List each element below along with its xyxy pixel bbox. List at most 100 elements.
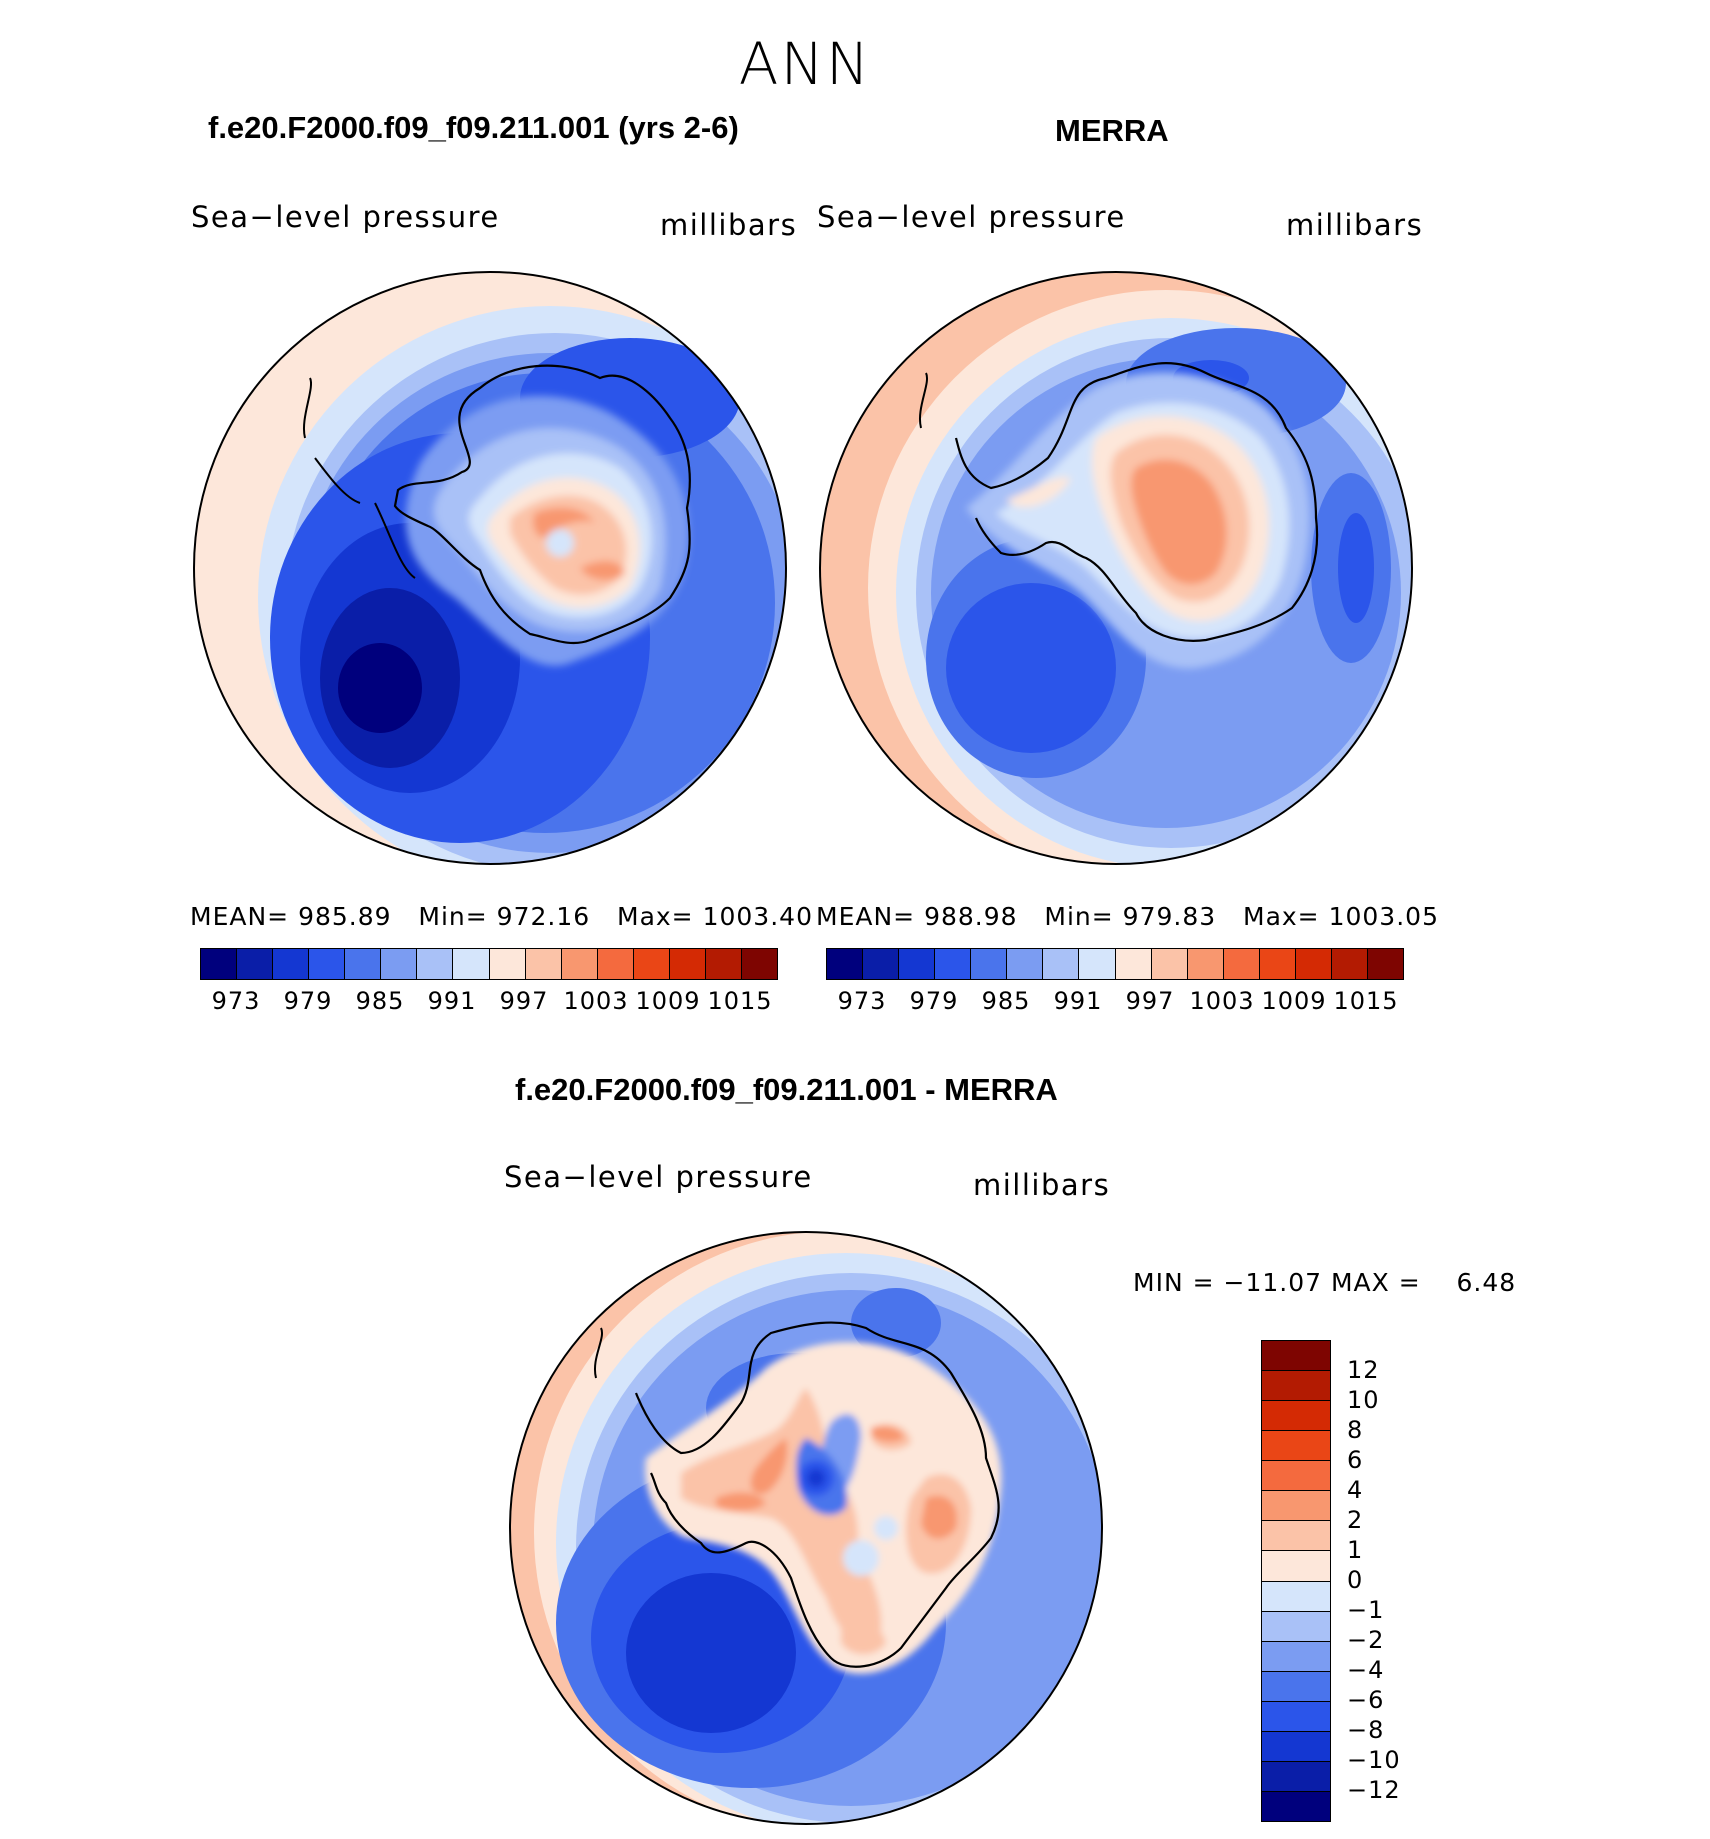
panel-1-max-value: 1003.40	[702, 902, 813, 931]
panel-2-colorbar-segment	[1331, 949, 1368, 979]
panel-1-colorbar-tick-label: 985	[355, 987, 405, 1015]
panel-2-colorbar-tick-label: 1009	[1261, 987, 1327, 1015]
panel-1-colorbar-segment	[453, 949, 490, 979]
panel-3-map-svg	[509, 1231, 1103, 1825]
panel-2-colorbar-segment	[971, 949, 1008, 979]
panel-2-mean-label: MEAN=	[816, 902, 916, 931]
panel-3-min-label: MIN =	[1133, 1268, 1215, 1297]
panel-1-colorbar-tick-label: 1003	[563, 987, 629, 1015]
panel-1-colorbar-segment	[597, 949, 634, 979]
panel-2-stats: MEAN= 988.98 Min= 979.83 Max= 1003.05	[816, 902, 1439, 931]
panel-1-colorbar-segment	[633, 949, 670, 979]
panel-2-max-value: 1003.05	[1328, 902, 1439, 931]
panel-2-polar-map	[816, 268, 1416, 868]
panel-1-map-svg	[193, 271, 787, 865]
panel-1-colorbar-segment	[345, 949, 382, 979]
panel-3-colorbar-tick-label: −10	[1347, 1746, 1401, 1774]
panel-2-colorbar-tick-label: 997	[1125, 987, 1175, 1015]
panel-1-colorbar-segment	[561, 949, 598, 979]
panel-3-colorbar-segment	[1262, 1371, 1330, 1402]
panel-2-colorbar-tick-label: 979	[909, 987, 959, 1015]
panel-2-colorbar-segment	[1259, 949, 1296, 979]
panel-3-colorbar-segment	[1262, 1611, 1330, 1642]
panel-3-colorbar-segment	[1262, 1581, 1330, 1612]
panel-1-max-label: Max=	[617, 902, 694, 931]
panel-3-colorbar-tick-label: −12	[1347, 1776, 1401, 1804]
panel-3-polar-map	[506, 1228, 1106, 1828]
panel-2-colorbar-segment	[1295, 949, 1332, 979]
panel-2-colorbar-tick-label: 973	[837, 987, 887, 1015]
panel-2-colorbar-segment	[935, 949, 972, 979]
panel-2-colorbar-segment	[1007, 949, 1044, 979]
panel-1-colorbar-segment	[669, 949, 706, 979]
panel-3-colorbar-tick-label: 6	[1347, 1446, 1364, 1474]
panel-1-mean-value: 985.89	[298, 902, 392, 931]
panel-2-colorbar-tick-label: 991	[1053, 987, 1103, 1015]
panel-2-colorbar-segment	[863, 949, 900, 979]
panel-3-colorbar-segment	[1262, 1731, 1330, 1762]
panel-3-colorbar	[1261, 1340, 1331, 1822]
panel-1-colorbar	[200, 948, 778, 980]
panel-1-title: f.e20.F2000.f09_f09.211.001 (yrs 2-6)	[208, 110, 739, 145]
panel-2-min-value: 979.83	[1122, 902, 1217, 931]
panel-1-variable-label: Sea−level pressure	[191, 200, 500, 234]
panel-3-colorbar-segment	[1262, 1521, 1330, 1552]
panel-3-colorbar-segment	[1262, 1431, 1330, 1462]
panel-1-colorbar-tick-label: 1015	[707, 987, 773, 1015]
panel-3-minmax: MIN = −11.07 MAX = 6.48	[1133, 1268, 1516, 1297]
panel-2-title: MERRA	[1055, 113, 1169, 148]
panel-2-colorbar	[826, 948, 1404, 980]
panel-2-colorbar-tick-label: 1003	[1189, 987, 1255, 1015]
panel-1-min-label: Min=	[418, 902, 488, 931]
panel-3-colorbar-segment	[1262, 1461, 1330, 1492]
panel-2-colorbar-segment	[1043, 949, 1080, 979]
panel-2-colorbar-segment	[1367, 949, 1403, 979]
panel-3-colorbar-segment	[1262, 1791, 1330, 1821]
panel-3-max-value: 6.48	[1456, 1268, 1517, 1297]
panel-3-colorbar-tick-label: 4	[1347, 1476, 1364, 1504]
panel-1-colorbar-segment	[381, 949, 418, 979]
panel-2-colorbar-segment	[1187, 949, 1224, 979]
panel-2-colorbar-segment	[1079, 949, 1116, 979]
panel-1-colorbar-tick-label: 997	[499, 987, 549, 1015]
panel-3-colorbar-tick-label: 1	[1347, 1536, 1364, 1564]
panel-3-colorbar-tick-label: 8	[1347, 1416, 1364, 1444]
panel-3-max-label: MAX =	[1330, 1268, 1421, 1297]
panel-3-colorbar-tick-label: −8	[1347, 1716, 1385, 1744]
panel-3-colorbar-tick-label: −6	[1347, 1686, 1385, 1714]
panel-2-colorbar-segment	[827, 949, 864, 979]
panel-1-colorbar-tick-label: 991	[427, 987, 477, 1015]
panel-1-colorbar-segment	[201, 949, 238, 979]
panel-3-variable-label: Sea−level pressure	[504, 1160, 813, 1194]
panel-3-colorbar-tick-label: −1	[1347, 1596, 1385, 1624]
panel-2-colorbar-segment	[1115, 949, 1152, 979]
panel-3-colorbar-segment	[1262, 1671, 1330, 1702]
panel-3-colorbar-segment	[1262, 1341, 1330, 1372]
panel-1-stats: MEAN= 985.89 Min= 972.16 Max= 1003.40	[190, 902, 813, 931]
panel-2-colorbar-segment	[899, 949, 936, 979]
panel-3-units-label: millibars	[973, 1168, 1111, 1202]
panel-2-colorbar-segment	[1223, 949, 1260, 979]
panel-2-max-label: Max=	[1243, 902, 1320, 931]
panel-1-polar-map	[190, 268, 790, 868]
panel-1-colorbar-tick-label: 979	[283, 987, 333, 1015]
panel-2-units-label: millibars	[1286, 208, 1424, 242]
page-title: ANN	[738, 30, 872, 98]
panel-1-min-value: 972.16	[496, 902, 591, 931]
panel-1-mean-label: MEAN=	[190, 902, 290, 931]
panel-1-colorbar-segment	[417, 949, 454, 979]
panel-1-colorbar-segment	[273, 949, 310, 979]
panel-2-min-label: Min=	[1044, 902, 1114, 931]
panel-1-colorbar-segment	[489, 949, 526, 979]
panel-1-colorbar-tick-label: 973	[211, 987, 261, 1015]
panel-1-colorbar-segment	[741, 949, 777, 979]
panel-1-colorbar-tick-label: 1009	[635, 987, 701, 1015]
panel-2-colorbar-tick-label: 1015	[1333, 987, 1399, 1015]
panel-3-title: f.e20.F2000.f09_f09.211.001 - MERRA	[515, 1072, 1058, 1107]
panel-2-colorbar-tick-label: 985	[981, 987, 1031, 1015]
panel-3-colorbar-tick-label: 2	[1347, 1506, 1364, 1534]
panel-1-colorbar-segment	[705, 949, 742, 979]
panel-1-colorbar-segment	[525, 949, 562, 979]
panel-3-colorbar-segment	[1262, 1491, 1330, 1522]
panel-3-colorbar-segment	[1262, 1551, 1330, 1582]
